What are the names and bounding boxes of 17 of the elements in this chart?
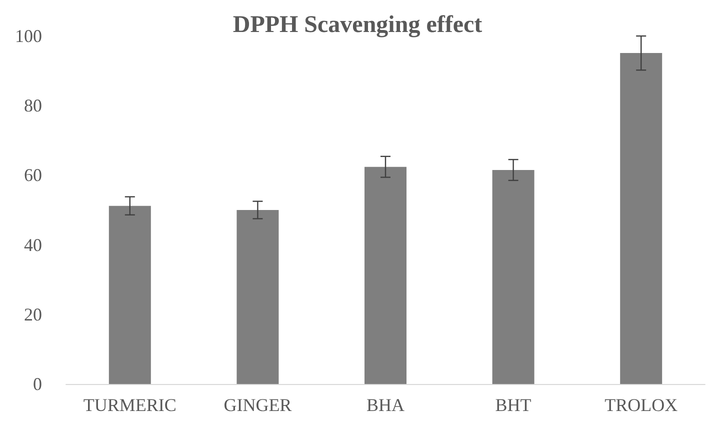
y-tick-label: 60 bbox=[24, 165, 42, 186]
bar bbox=[620, 53, 662, 384]
bar bbox=[492, 170, 534, 384]
x-tick-label: TROLOX bbox=[604, 395, 678, 415]
y-tick-label: 100 bbox=[15, 26, 42, 46]
bar bbox=[236, 210, 279, 384]
y-tick-label: 0 bbox=[33, 374, 42, 394]
y-tick-label: 40 bbox=[24, 234, 42, 255]
x-tick-label: TURMERIC bbox=[83, 395, 176, 415]
x-tick-label: BHA bbox=[366, 395, 405, 415]
x-tick-label: BHT bbox=[495, 395, 532, 415]
y-tick-label: 80 bbox=[24, 96, 42, 116]
chart-title: DPPH Scavenging effect bbox=[232, 12, 482, 38]
x-tick-label: GINGER bbox=[224, 395, 292, 415]
y-tick-label: 20 bbox=[24, 304, 42, 324]
bar bbox=[108, 206, 151, 384]
bar bbox=[364, 166, 406, 384]
